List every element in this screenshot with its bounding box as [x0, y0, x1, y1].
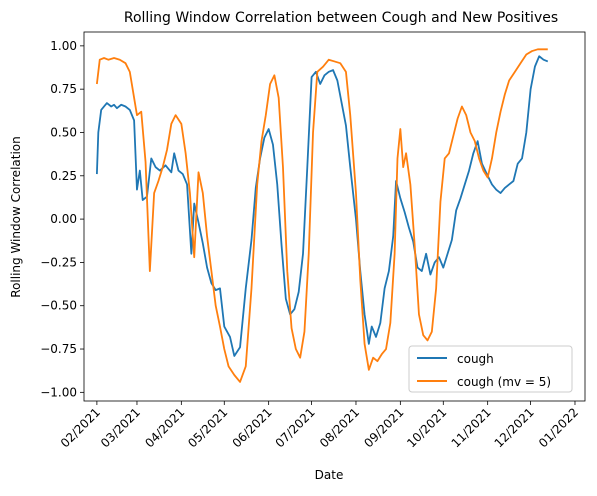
chart-title: Rolling Window Correlation between Cough…	[124, 10, 558, 26]
legend-box	[408, 345, 573, 393]
legend-label-cough: cough	[457, 352, 494, 366]
y-tick-label: 0.00	[50, 212, 77, 226]
y-tick-label: 1.00	[50, 39, 77, 53]
y-tick-label: −0.25	[40, 255, 77, 269]
y-tick-label: 0.75	[50, 82, 77, 96]
y-axis: −1.00 −0.75 −0.50 −0.25 0.00 0.25 0.50 0.75 1.00	[40, 39, 84, 399]
y-tick-label: −0.75	[40, 342, 77, 356]
y-tick-label: −0.50	[40, 299, 77, 313]
y-tick-label: −1.00	[40, 385, 77, 399]
y-axis-label: Rolling Window Correlation	[9, 136, 23, 297]
series-line-cough	[95, 55, 549, 357]
legend-label-cough-mv5: cough (mv = 5)	[457, 375, 551, 389]
x-axis-label: Date	[315, 468, 344, 482]
series-line-cough-mv5	[95, 48, 548, 383]
y-tick-label: 0.25	[50, 169, 77, 183]
legend: cough cough (mv = 5)	[408, 345, 573, 393]
plot-frame	[83, 31, 586, 402]
y-tick-label: 0.50	[50, 125, 77, 139]
plot-lines	[95, 48, 549, 383]
